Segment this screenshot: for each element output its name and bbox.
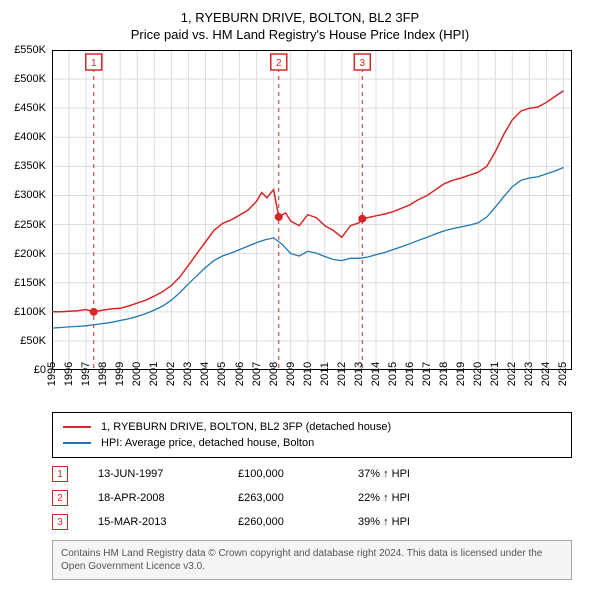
x-tick-label: 2011 [319, 362, 331, 386]
legend: 1, RYEBURN DRIVE, BOLTON, BL2 3FP (detac… [52, 412, 572, 458]
x-axis-labels: 1995199619971998199920002001200220032004… [52, 370, 572, 406]
x-tick-label: 2024 [540, 362, 552, 386]
chart-subtitle: Price paid vs. HM Land Registry's House … [10, 27, 590, 42]
x-tick-label: 1996 [63, 362, 75, 386]
x-tick-label: 2014 [370, 362, 382, 386]
sale-delta: 22% ↑ HPI [358, 492, 478, 504]
legend-swatch [63, 426, 91, 428]
x-tick-label: 2018 [438, 362, 450, 386]
sale-row: 1 13-JUN-1997£100,00037% ↑ HPI [52, 462, 572, 486]
x-tick-label: 2003 [182, 362, 194, 386]
x-tick-label: 2002 [165, 362, 177, 386]
x-tick-label: 2006 [234, 362, 246, 386]
sale-delta: 39% ↑ HPI [358, 516, 478, 528]
svg-text:3: 3 [360, 58, 366, 69]
y-tick-label: £550K [14, 44, 46, 56]
x-tick-label: 2019 [455, 362, 467, 386]
x-tick-label: 2021 [489, 362, 501, 386]
x-tick-label: 2012 [336, 362, 348, 386]
legend-label: 1, RYEBURN DRIVE, BOLTON, BL2 3FP (detac… [101, 421, 391, 433]
y-tick-label: £150K [14, 277, 46, 289]
y-tick-label: £450K [14, 102, 46, 114]
x-tick-label: 2013 [353, 362, 365, 386]
svg-text:1: 1 [91, 58, 97, 69]
x-tick-label: 2005 [216, 362, 228, 386]
x-tick-label: 2010 [302, 362, 314, 386]
sale-date: 13-JUN-1997 [98, 468, 238, 480]
y-tick-label: £0 [34, 364, 46, 376]
x-tick-label: 2000 [131, 362, 143, 386]
legend-label: HPI: Average price, detached house, Bolt… [101, 437, 314, 449]
sale-row: 2 18-APR-2008£263,00022% ↑ HPI [52, 486, 572, 510]
y-tick-label: £100K [14, 306, 46, 318]
sale-date: 18-APR-2008 [98, 492, 238, 504]
line-chart: 1 2 3 [52, 50, 572, 370]
sale-price: £263,000 [238, 492, 358, 504]
x-tick-label: 2020 [472, 362, 484, 386]
x-tick-label: 1999 [114, 362, 126, 386]
sale-row: 3 15-MAR-2013£260,00039% ↑ HPI [52, 510, 572, 534]
x-tick-label: 1997 [80, 362, 92, 386]
x-tick-label: 1995 [46, 362, 58, 386]
x-tick-label: 2001 [148, 362, 160, 386]
sale-marker-icon: 3 [52, 514, 68, 530]
x-tick-label: 2023 [523, 362, 535, 386]
sale-price: £100,000 [238, 468, 358, 480]
chart-document: 1, RYEBURN DRIVE, BOLTON, BL2 3FP Price … [0, 0, 600, 588]
y-tick-label: £300K [14, 189, 46, 201]
sale-marker-icon: 1 [52, 466, 68, 482]
sale-delta: 37% ↑ HPI [358, 468, 478, 480]
y-tick-label: £500K [14, 73, 46, 85]
x-tick-label: 2008 [268, 362, 280, 386]
sale-marker-icon: 2 [52, 490, 68, 506]
y-tick-label: £250K [14, 219, 46, 231]
sale-date: 15-MAR-2013 [98, 516, 238, 528]
x-tick-label: 2025 [557, 362, 569, 386]
legend-item: HPI: Average price, detached house, Bolt… [63, 435, 561, 451]
attribution-footer: Contains HM Land Registry data © Crown c… [52, 540, 572, 580]
x-tick-label: 2015 [387, 362, 399, 386]
x-tick-label: 2017 [421, 362, 433, 386]
y-tick-label: £350K [14, 160, 46, 172]
x-tick-label: 1998 [97, 362, 109, 386]
sale-price: £260,000 [238, 516, 358, 528]
x-tick-label: 2016 [404, 362, 416, 386]
x-tick-label: 2009 [285, 362, 297, 386]
x-tick-label: 2004 [199, 362, 211, 386]
y-tick-label: £400K [14, 131, 46, 143]
legend-item: 1, RYEBURN DRIVE, BOLTON, BL2 3FP (detac… [63, 419, 561, 435]
y-axis-labels: £0£50K£100K£150K£200K£250K£300K£350K£400… [10, 50, 50, 370]
x-tick-label: 2007 [251, 362, 263, 386]
sales-table: 1 13-JUN-1997£100,00037% ↑ HPI 2 18-APR-200… [52, 462, 572, 534]
y-tick-label: £200K [14, 248, 46, 260]
x-tick-label: 2022 [506, 362, 518, 386]
chart-title: 1, RYEBURN DRIVE, BOLTON, BL2 3FP [10, 10, 590, 25]
y-tick-label: £50K [20, 335, 46, 347]
chart-area: £0 £50K £100K £150K £200K £250K £300K £350K £400… [10, 50, 590, 406]
svg-text:2: 2 [276, 58, 282, 69]
legend-swatch [63, 442, 91, 444]
